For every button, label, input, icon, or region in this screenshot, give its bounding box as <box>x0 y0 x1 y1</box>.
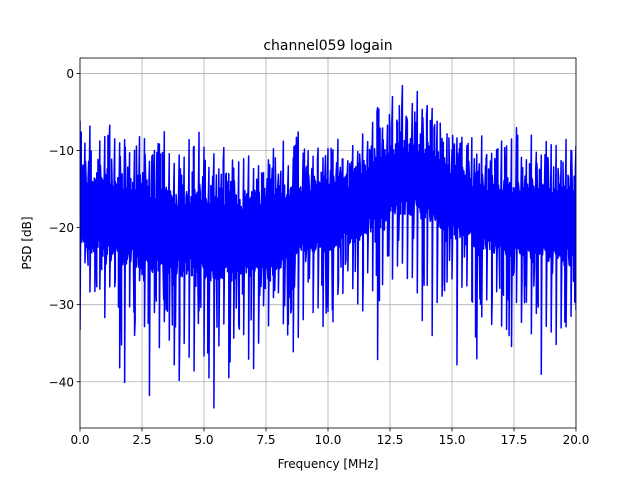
x-tick-label: 7.5 <box>256 433 275 447</box>
y-tick-label: −20 <box>49 221 74 235</box>
x-tick-label: 2.5 <box>132 433 151 447</box>
chart-title: channel059 logain <box>263 38 392 54</box>
x-tick-label: 0.0 <box>70 433 89 447</box>
x-tick-label: 10.0 <box>315 433 342 447</box>
x-tick-label: 5.0 <box>194 433 213 447</box>
x-axis-ticks: 0.0 2.5 5.0 7.5 10.0 12.5 15.0 17.5 20.0 <box>70 428 589 447</box>
x-tick-label: 20.0 <box>563 433 590 447</box>
x-axis-label: Frequency [MHz] <box>278 457 379 471</box>
y-tick-label: −10 <box>49 144 74 158</box>
y-tick-label: 0 <box>66 67 74 81</box>
y-axis-label: PSD [dB] <box>20 216 34 269</box>
x-tick-label: 15.0 <box>439 433 466 447</box>
psd-series-line <box>80 84 576 409</box>
x-tick-label: 17.5 <box>501 433 528 447</box>
y-tick-label: −30 <box>49 298 74 312</box>
y-tick-label: −40 <box>49 375 74 389</box>
y-axis-ticks: 0 −10 −20 −30 −40 <box>49 67 80 389</box>
x-tick-label: 12.5 <box>377 433 404 447</box>
series-layer <box>80 84 576 409</box>
